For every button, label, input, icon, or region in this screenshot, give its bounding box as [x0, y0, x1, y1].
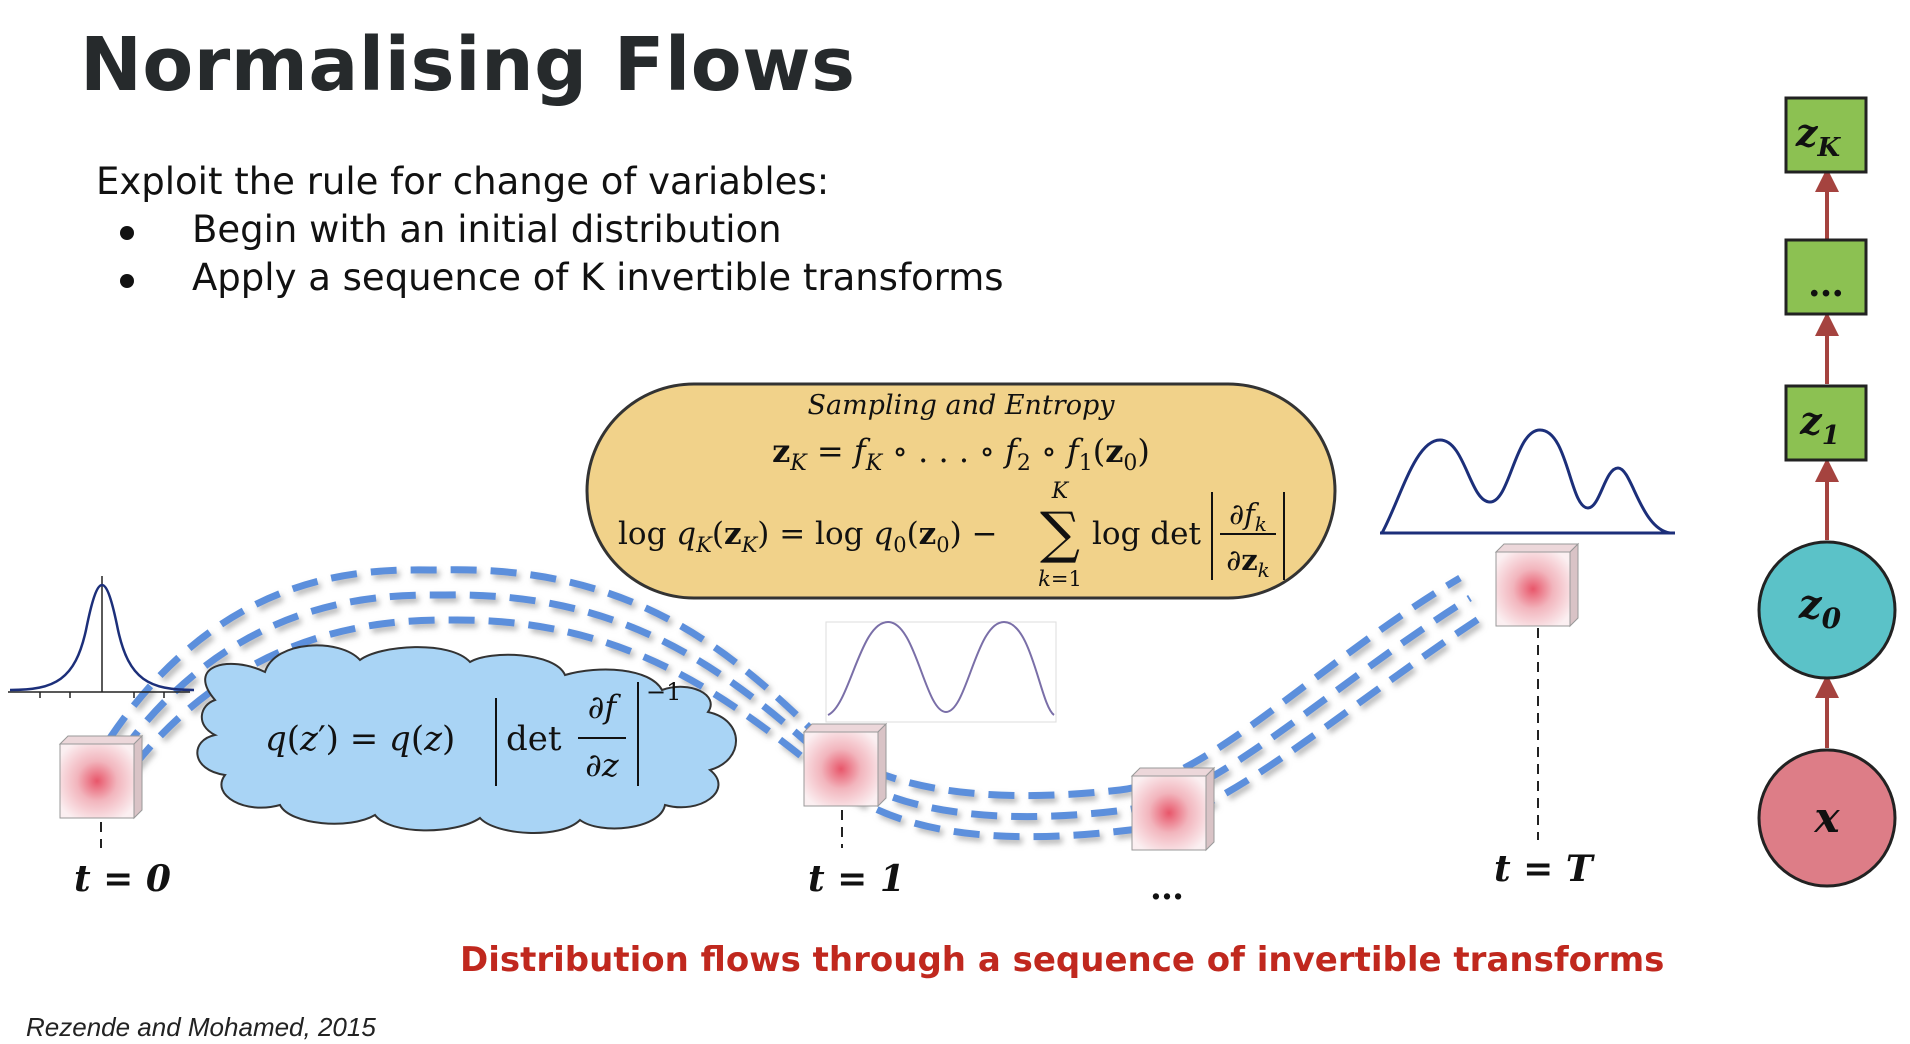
time-markers	[100, 628, 1539, 848]
node-zk	[1784, 96, 1868, 174]
time-label-t1: t = 1	[808, 858, 905, 900]
density-cube	[802, 722, 888, 808]
svg-text:∂z: ∂z	[585, 746, 620, 784]
node-ellipsis	[1784, 238, 1868, 316]
node-z0	[1757, 540, 1897, 680]
sum-symbol: ∑	[1040, 501, 1080, 566]
change-of-variables-formula: q(z′) = q(z)	[265, 719, 455, 759]
slide-title: Normalising Flows	[80, 22, 856, 108]
density-cube	[58, 734, 144, 820]
density-cube	[1494, 542, 1580, 628]
partial-zk: ∂zk	[1226, 543, 1270, 582]
svg-text:det: det	[506, 719, 562, 759]
sampling-entropy-bubble: Sampling and Entropy zK = fK ∘ . . . ∘ f…	[585, 382, 1337, 600]
bullet-item: Begin with an initial distribution	[120, 208, 1004, 256]
variable-chain: x z0 z1 … zK	[1757, 96, 1897, 888]
log-det-text: log det	[1092, 516, 1201, 552]
node-z1	[1784, 384, 1868, 462]
caption: Distribution flows through a sequence of…	[460, 940, 1665, 980]
node-x	[1757, 748, 1897, 888]
bullet-list: Begin with an initial distribution Apply…	[120, 208, 1004, 304]
time-label-tT: t = T	[1494, 848, 1593, 890]
bullet-dot	[120, 226, 134, 240]
multimodal-curve	[1380, 428, 1675, 535]
node-z1-label: z1	[1799, 398, 1840, 451]
citation: Rezende and Mohamed, 2015	[26, 1012, 376, 1042]
change-of-variables-cloud: q(z′) = q(z) det ∂f ∂z −1	[196, 644, 737, 834]
svg-text:∂f: ∂f	[588, 688, 622, 726]
bubble-title: Sampling and Entropy	[807, 390, 1115, 421]
sampling-equation: zK = fK ∘ . . . ∘ f2 ∘ f1(z0)	[772, 432, 1150, 476]
time-label-ellipsis: …	[1150, 868, 1184, 908]
flow-path	[119, 591, 1472, 821]
bullet-item: Apply a sequence of K invertible transfo…	[120, 256, 1004, 304]
density-cube	[1130, 766, 1216, 852]
bimodal-curve	[825, 620, 1057, 723]
svg-text:−1: −1	[646, 678, 681, 706]
bullet-text: Begin with an initial distribution	[192, 208, 782, 251]
sum-upper-limit: K	[1051, 479, 1070, 504]
sum-lower-limit: k=1	[1038, 567, 1082, 591]
initial-gaussian	[8, 576, 195, 698]
time-label-t0: t = 0	[74, 858, 171, 900]
bullet-text: Apply a sequence of K invertible transfo…	[192, 256, 1004, 299]
node-ellipsis-label: …	[1808, 263, 1844, 305]
entropy-equation-lhs: log qK(zK) = log q0(z0) −	[618, 516, 998, 557]
intro-text: Exploit the rule for change of variables…	[96, 160, 830, 203]
node-x-label: x	[1813, 793, 1840, 842]
bullet-dot	[120, 274, 134, 288]
